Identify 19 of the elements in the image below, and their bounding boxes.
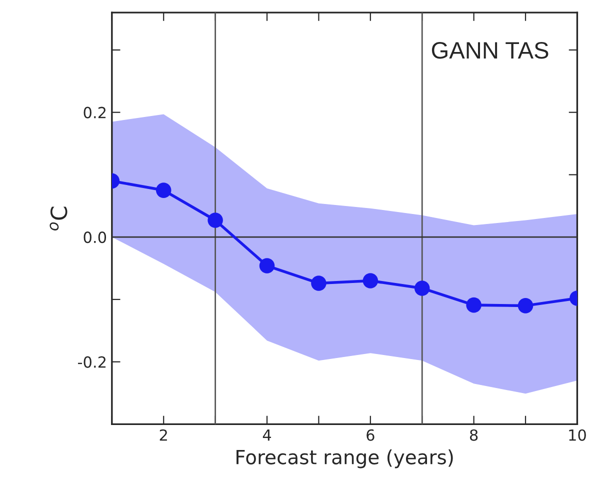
y-axis-title: $^{o}$C bbox=[50, 206, 68, 230]
x-tick-label: 10 bbox=[569, 429, 586, 441]
point bbox=[362, 273, 378, 288]
x-tick-label: 8 bbox=[470, 429, 478, 441]
point bbox=[156, 182, 172, 198]
point bbox=[518, 298, 534, 314]
x-tick-label: 4 bbox=[262, 430, 272, 441]
annotation: GANN TAS bbox=[432, 42, 548, 59]
y-tick-label: 0.2 bbox=[84, 106, 106, 118]
point bbox=[466, 297, 482, 313]
point bbox=[208, 212, 223, 228]
y-tick-label: 0.0 bbox=[84, 232, 106, 244]
point bbox=[311, 276, 326, 291]
point bbox=[414, 280, 430, 296]
y-tick-label: -0.2 bbox=[78, 356, 106, 368]
point bbox=[259, 258, 275, 274]
x-axis-title: Forecast range (years) bbox=[236, 449, 453, 468]
x-tick-label: 6 bbox=[366, 429, 374, 441]
x-tick-label: 2 bbox=[160, 429, 167, 441]
